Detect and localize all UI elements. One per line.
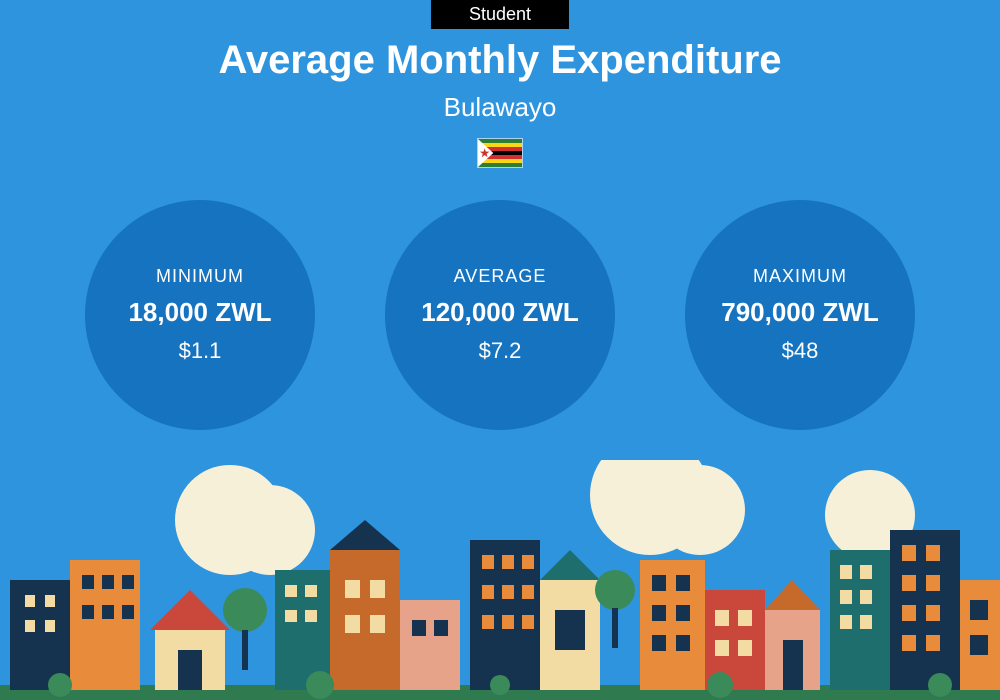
stat-usd: $7.2	[479, 338, 522, 364]
page-title: Average Monthly Expenditure	[0, 38, 1000, 83]
infographic-canvas: Student Average Monthly Expenditure Bula…	[0, 0, 1000, 700]
stat-usd: $48	[782, 338, 819, 364]
stat-value: 790,000 ZWL	[721, 297, 879, 328]
stat-circle-minimum: MINIMUM 18,000 ZWL $1.1	[85, 200, 315, 430]
page-subtitle: Bulawayo	[0, 92, 1000, 123]
stat-circles-row: MINIMUM 18,000 ZWL $1.1 AVERAGE 120,000 …	[0, 200, 1000, 430]
stat-value: 120,000 ZWL	[421, 297, 579, 328]
stat-circle-maximum: MAXIMUM 790,000 ZWL $48	[685, 200, 915, 430]
stat-label: AVERAGE	[454, 266, 547, 287]
stat-usd: $1.1	[179, 338, 222, 364]
category-badge: Student	[431, 0, 569, 29]
category-badge-text: Student	[469, 4, 531, 24]
cityscape-illustration	[0, 460, 1000, 700]
stat-label: MINIMUM	[156, 266, 244, 287]
stat-value: 18,000 ZWL	[128, 297, 271, 328]
stat-label: MAXIMUM	[753, 266, 847, 287]
zimbabwe-flag-icon	[477, 138, 523, 168]
stat-circle-average: AVERAGE 120,000 ZWL $7.2	[385, 200, 615, 430]
